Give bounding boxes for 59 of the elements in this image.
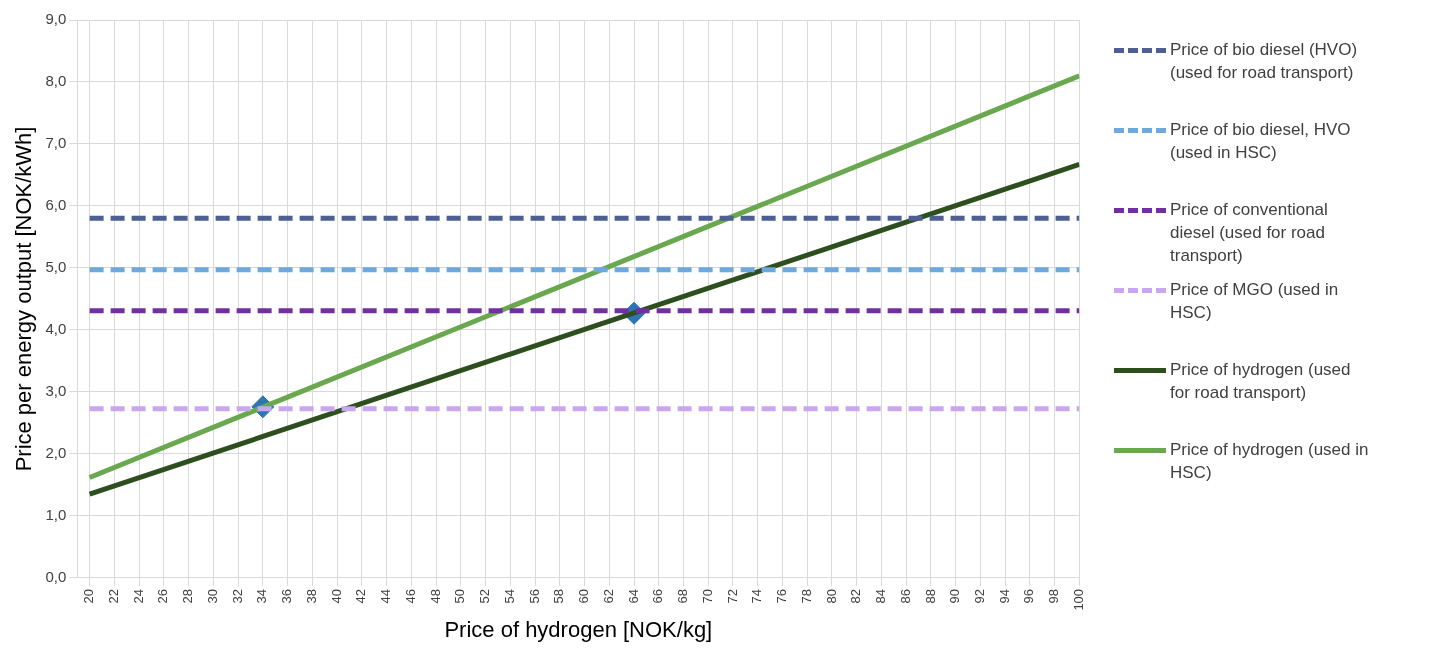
- x-axis-title: Price of hydrogen [NOK/kg]: [444, 616, 713, 642]
- x-tick-label: 78: [798, 588, 814, 604]
- y-tick-label: 3,0: [45, 382, 67, 400]
- y-tick-label: 9,0: [45, 10, 67, 28]
- x-tick-label: 66: [650, 588, 666, 604]
- x-tick-label: 20: [81, 588, 97, 604]
- x-tick-label: 50: [452, 588, 468, 604]
- legend-label: Price of hydrogen (used in HSC): [1170, 439, 1370, 484]
- x-tick-label: 74: [749, 588, 765, 604]
- x-tick-label: 76: [774, 588, 790, 604]
- x-tick-label: 80: [823, 588, 839, 604]
- x-tick-label: 30: [204, 588, 220, 604]
- x-tick-label: 48: [427, 588, 443, 604]
- x-tick-label: 82: [848, 588, 864, 604]
- y-tick-label: 2,0: [45, 444, 67, 462]
- x-tick-label: 90: [947, 588, 963, 604]
- x-tick-label: 28: [180, 588, 196, 604]
- x-tick-label: 24: [130, 588, 146, 604]
- x-tick-label: 32: [229, 588, 245, 604]
- x-tick-label: 34: [254, 588, 270, 604]
- y-tick-label: 8,0: [45, 72, 67, 90]
- x-tick-label: 38: [303, 588, 319, 604]
- legend-label: Price of conventional diesel (used for road transport): [1170, 199, 1329, 267]
- y-tick-label: 7,0: [45, 134, 67, 152]
- x-tick-label: 60: [576, 588, 592, 604]
- x-tick-label: 70: [699, 588, 715, 604]
- x-tick-label: 68: [675, 588, 691, 604]
- y-tick-label: 1,0: [45, 506, 67, 524]
- x-tick-label: 98: [1046, 588, 1062, 604]
- x-tick-label: 56: [526, 588, 542, 604]
- legend-label: Price of hydrogen (used for road transport): [1170, 359, 1352, 404]
- x-tick-label: 22: [105, 588, 121, 604]
- x-tick-label: 84: [873, 588, 889, 604]
- y-tick-label: 4,0: [45, 320, 67, 338]
- x-tick-label: 100: [1070, 588, 1086, 611]
- x-tick-label: 40: [328, 588, 344, 604]
- x-tick-label: 86: [897, 588, 913, 604]
- x-tick-label: 52: [477, 588, 493, 604]
- legend-label: Price of MGO (used in HSC): [1170, 279, 1340, 324]
- x-tick-label: 94: [996, 588, 1012, 604]
- y-tick-label: 0,0: [45, 568, 67, 586]
- x-tick-label: 54: [501, 588, 517, 604]
- x-tick-label: 44: [378, 588, 394, 604]
- x-tick-label: 92: [972, 588, 987, 604]
- x-tick-label: 88: [922, 588, 938, 604]
- x-tick-label: 36: [279, 588, 295, 604]
- legend-label: Price of bio diesel, HVO (used in HSC): [1170, 119, 1352, 164]
- x-tick-label: 58: [551, 588, 567, 604]
- y-tick-label: 6,0: [45, 196, 67, 214]
- x-tick-label: 42: [353, 588, 369, 604]
- x-tick-label: 46: [402, 588, 418, 604]
- legend-label: Price of bio diesel (HVO) (used for road transport): [1170, 39, 1359, 84]
- x-tick-label: 64: [625, 588, 641, 604]
- y-axis-title: Price per energy output [NOK/kWh]: [11, 126, 37, 472]
- x-tick-label: 96: [1021, 588, 1037, 604]
- y-tick-label: 5,0: [45, 258, 67, 276]
- x-tick-label: 62: [600, 588, 616, 604]
- x-tick-label: 72: [724, 588, 740, 604]
- x-tick-label: 26: [155, 588, 171, 604]
